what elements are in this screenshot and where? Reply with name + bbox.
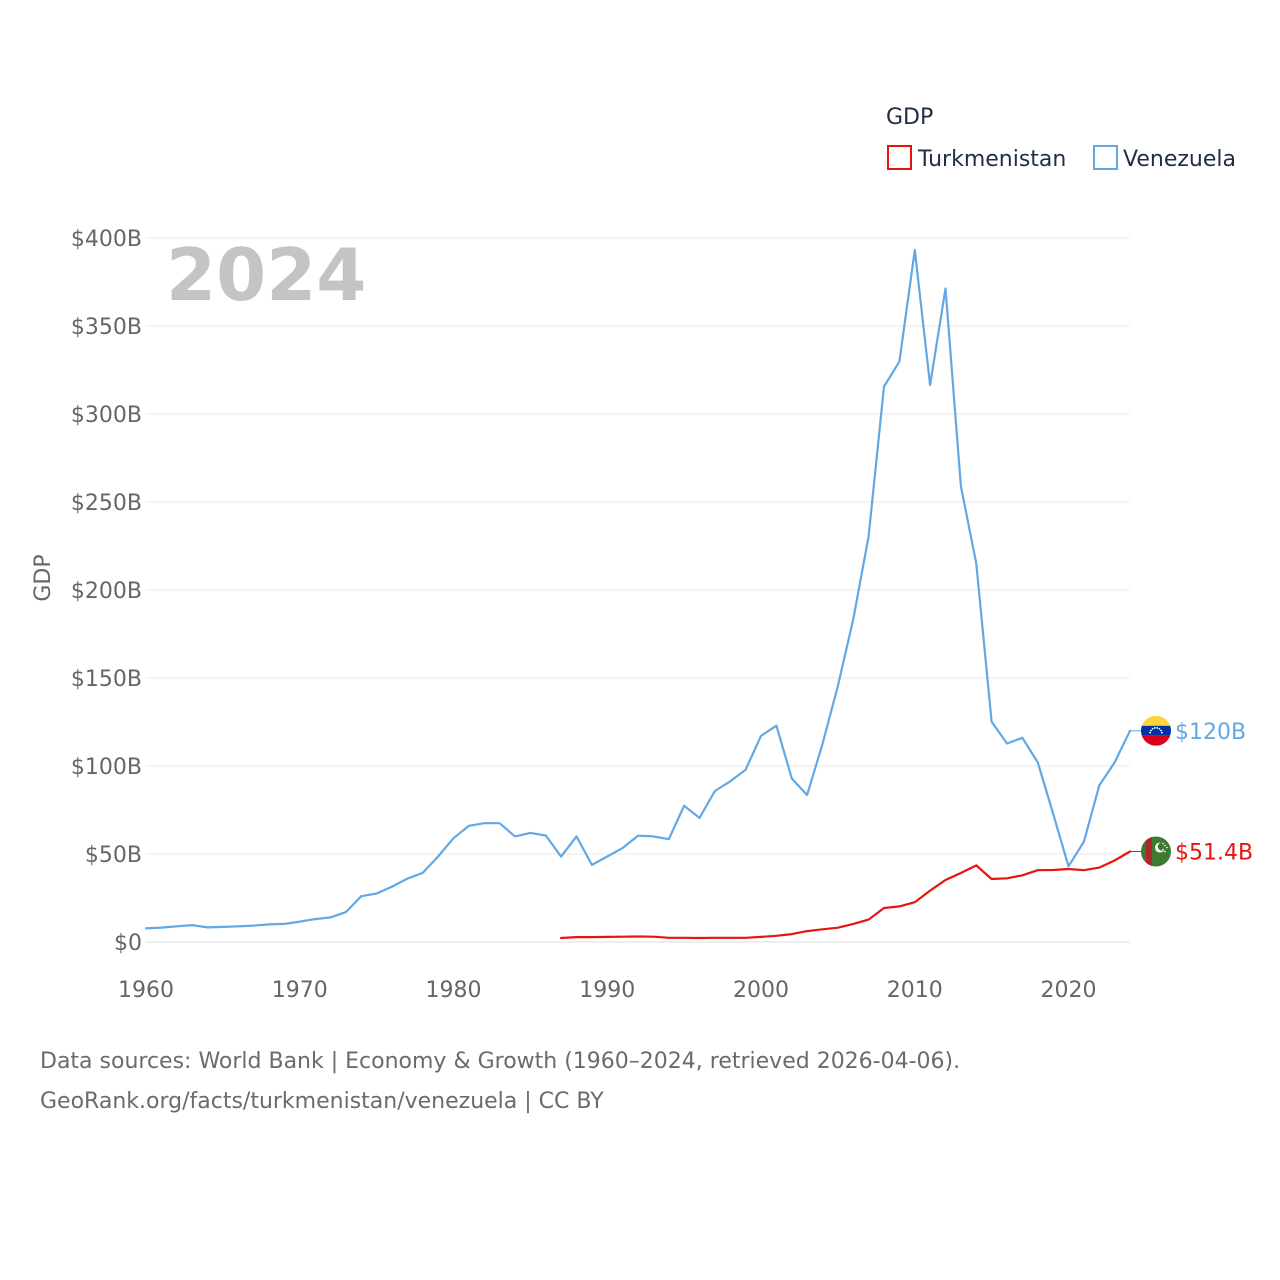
legend-item-turkmenistan[interactable]: Turkmenistan: [887, 145, 1066, 172]
x-tick-label: 2000: [733, 978, 789, 1003]
source-line-1: Data sources: World Bank | Economy & Gro…: [40, 1049, 961, 1074]
y-tick-label: $100B: [71, 755, 142, 780]
x-tick-label: 2010: [887, 978, 943, 1003]
y-tick-label: $350B: [71, 315, 142, 340]
x-axis-ticks: 1960 1970 1980 1990 2000 2010 2020: [118, 978, 1097, 1003]
series-line-turkmenistan: [559, 850, 1132, 940]
x-tick-label: 1980: [426, 978, 482, 1003]
legend-swatch-venezuela: [1093, 145, 1118, 170]
end-label-turkmenistan: $51.4B: [1175, 841, 1253, 866]
series-lines: [144, 248, 1132, 940]
legend-label-turkmenistan: Turkmenistan: [917, 147, 1066, 172]
y-tick-label: $400B: [71, 227, 142, 252]
y-axis-ticks: $0 $50B $100B $150B $200B $250B $300B $350B $400…: [71, 227, 142, 956]
source-line-2: GeoRank.org/facts/turkmenistan/venezuela…: [40, 1089, 604, 1114]
x-tick-label: 1960: [118, 978, 174, 1003]
y-tick-label: $250B: [71, 491, 142, 516]
x-tick-label: 1970: [272, 978, 328, 1003]
y-tick-label: $200B: [71, 579, 142, 604]
end-label-venezuela: $120B: [1175, 720, 1246, 745]
end-markers: $51.4B $120B: [1130, 715, 1253, 867]
turkmenistan-flag-icon: [1141, 836, 1171, 867]
legend[interactable]: GDP Turkmenistan Venezuela: [886, 105, 1236, 172]
y-tick-label: $300B: [71, 403, 142, 428]
legend-title: GDP: [886, 105, 933, 130]
series-line-venezuela: [144, 248, 1132, 930]
x-tick-label: 1990: [579, 978, 635, 1003]
x-tick-label: 2020: [1041, 978, 1097, 1003]
y-axis-label: GDP: [31, 554, 56, 601]
y-tick-label: $150B: [71, 667, 142, 692]
venezuela-flag-icon: [1141, 715, 1171, 746]
legend-item-venezuela[interactable]: Venezuela: [1093, 145, 1236, 172]
source-note: Data sources: World Bank | Economy & Gro…: [40, 1042, 960, 1122]
legend-label-venezuela: Venezuela: [1123, 147, 1236, 172]
year-watermark: 2024: [166, 233, 366, 317]
y-tick-label: $0: [114, 931, 142, 956]
legend-swatch-turkmenistan: [887, 145, 912, 170]
gridlines: [146, 237, 1130, 943]
y-tick-label: $50B: [85, 843, 142, 868]
